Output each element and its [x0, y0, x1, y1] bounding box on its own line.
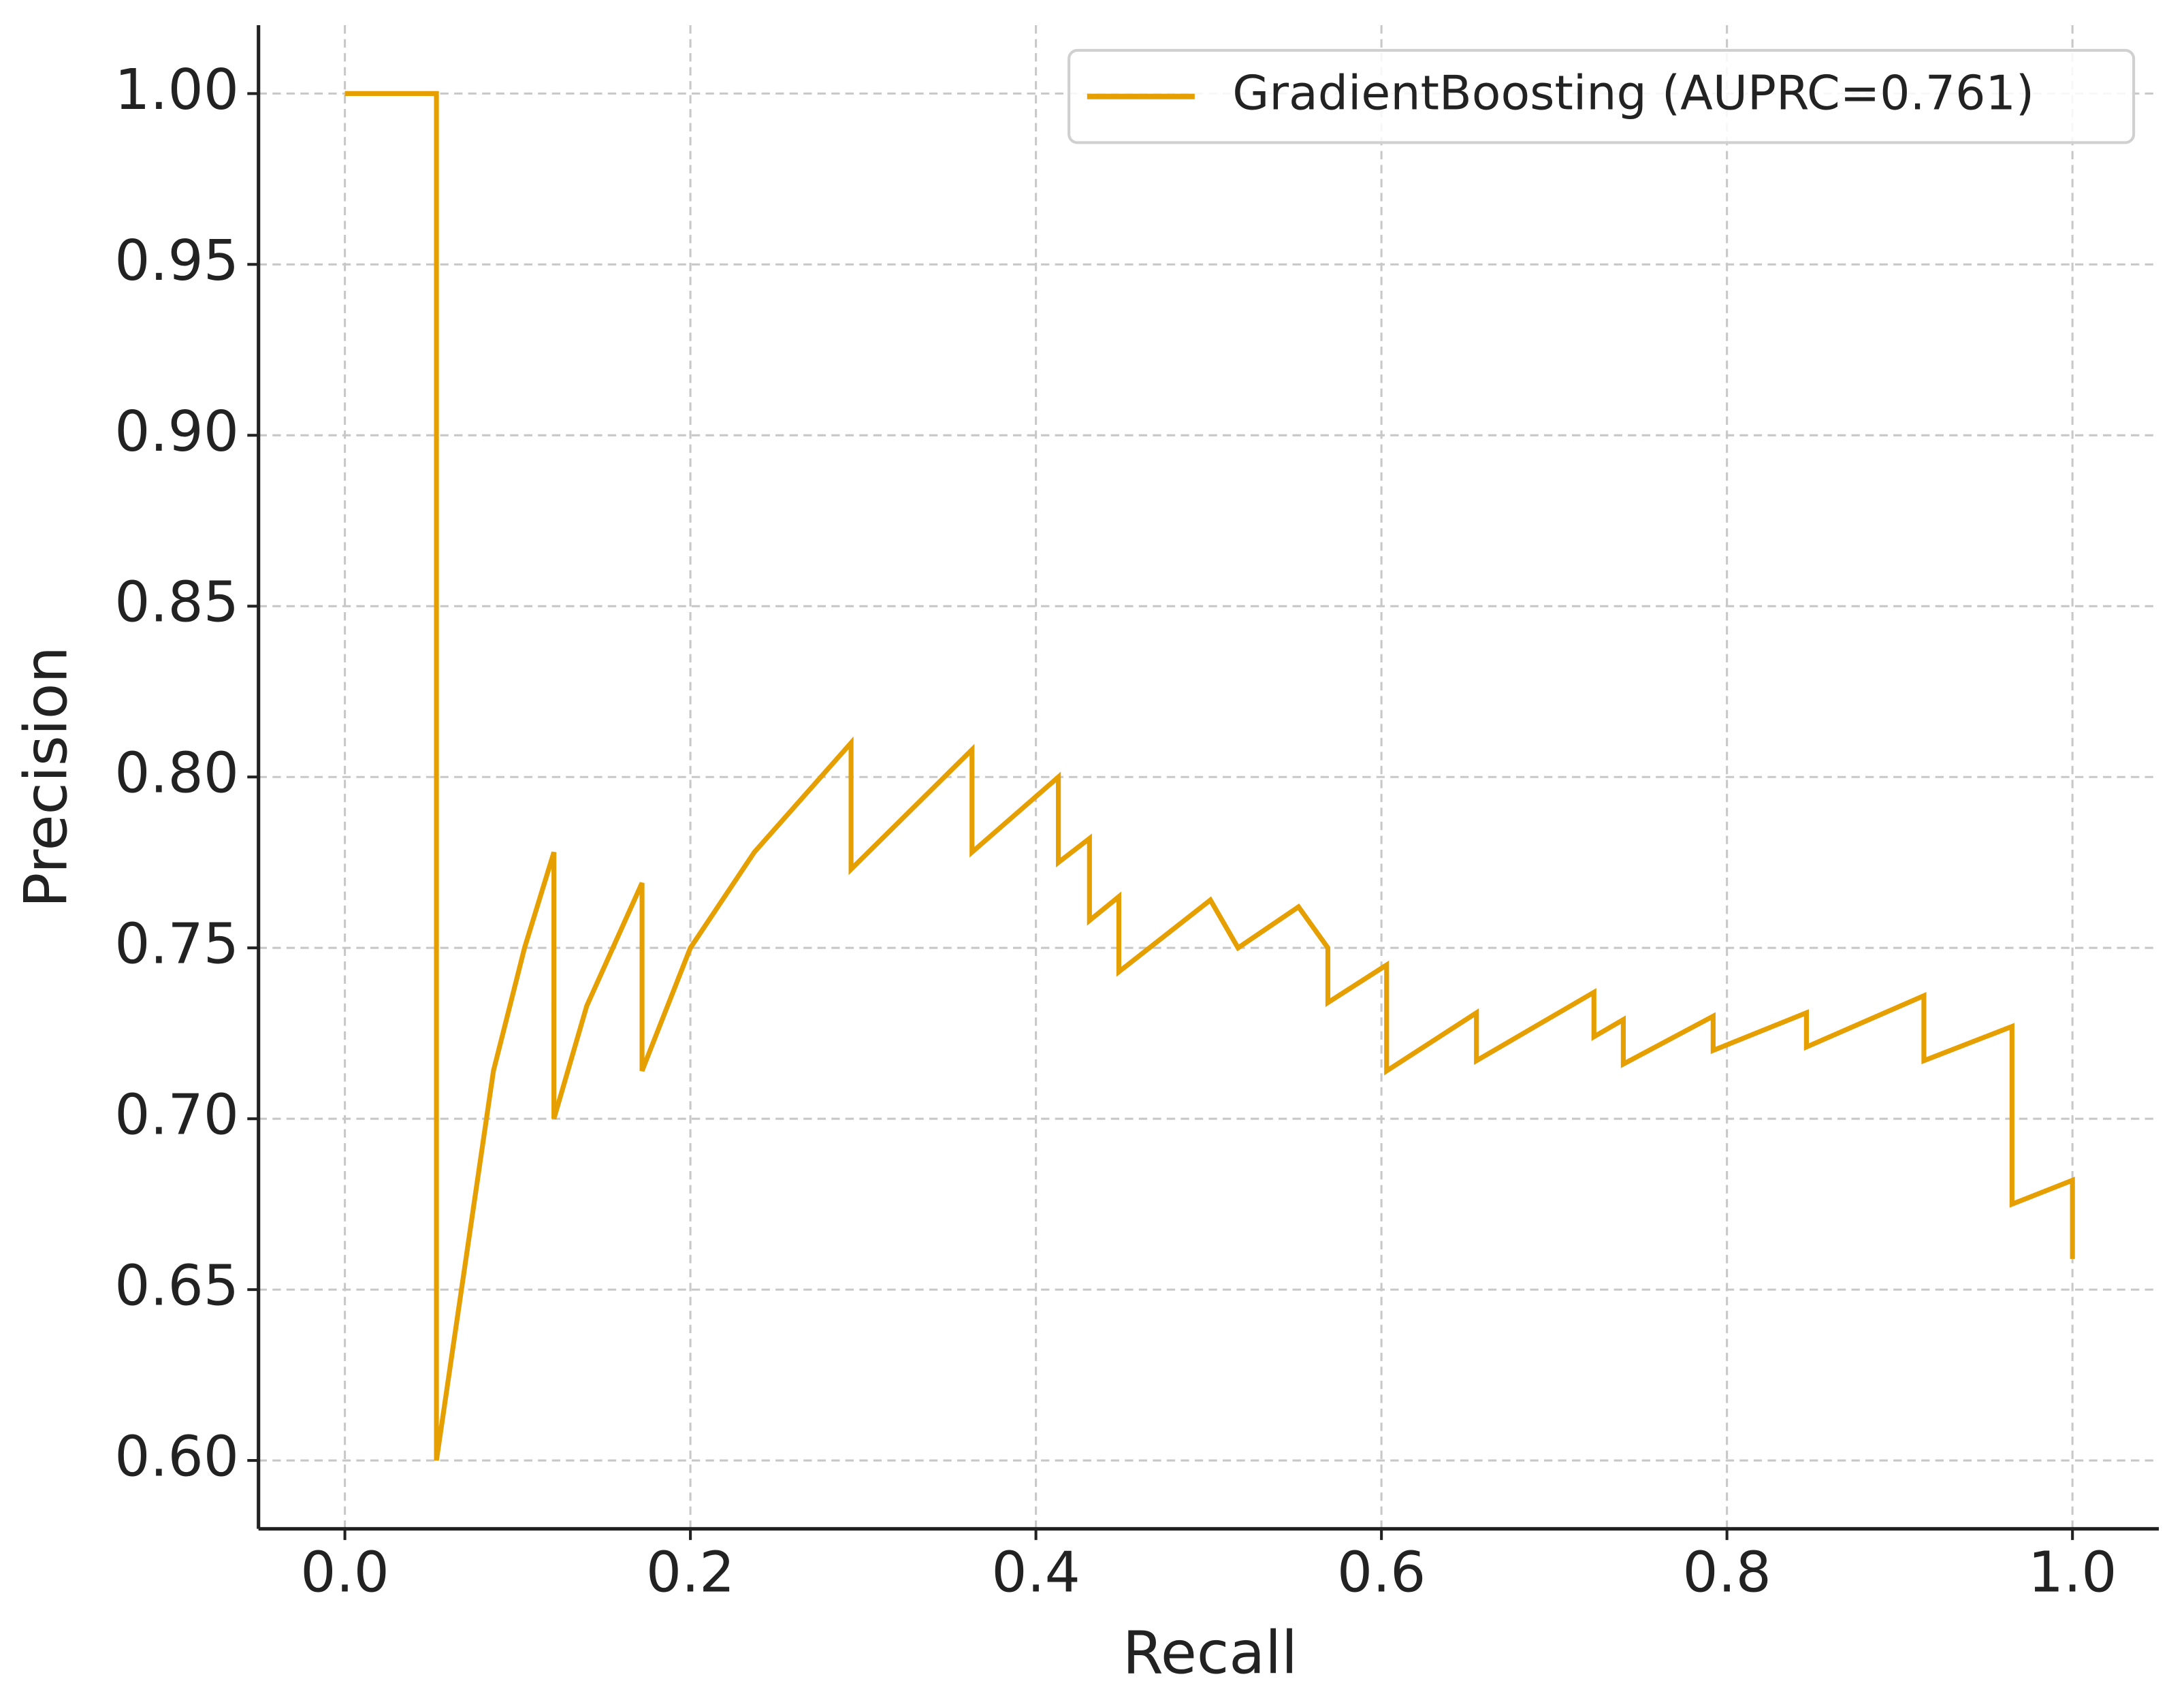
y-tick-label: 0.80 [114, 741, 239, 806]
pr-curve [344, 91, 2075, 1461]
y-tick-label: 0.95 [114, 229, 239, 293]
x-tick-label: 0.0 [300, 1541, 389, 1605]
x-tick-label: 0.6 [1337, 1541, 1426, 1605]
x-axis-label: Recall [1123, 1620, 1298, 1688]
plot-area [344, 91, 2075, 1461]
y-axis-label: Precision [12, 646, 80, 908]
legend-box [1067, 48, 2136, 144]
x-tick-label: 0.2 [646, 1541, 735, 1605]
y-tick-label: 0.60 [114, 1425, 239, 1490]
y-tick-label: 0.75 [114, 912, 239, 977]
x-tick-label: 0.8 [1682, 1541, 1771, 1605]
x-tick-label: 0.4 [991, 1541, 1080, 1605]
y-tick-label: 0.70 [114, 1083, 239, 1148]
x-tick-label: 1.0 [2028, 1541, 2117, 1605]
y-tick-label: 0.65 [114, 1254, 239, 1319]
y-tick-label: 0.85 [114, 571, 239, 635]
legend: GradientBoosting (AUPRC=0.761) [1067, 48, 2136, 144]
y-tick-label: 1.00 [114, 58, 239, 123]
y-tick-label: 0.90 [114, 400, 239, 464]
legend-label: GradientBoosting (AUPRC=0.761) [1232, 66, 2034, 121]
ticks: 0.0 0.2 0.4 0.6 0.8 1.0 0.60 0.65 0.70 0.75 0.80 0.… [114, 58, 2117, 1605]
